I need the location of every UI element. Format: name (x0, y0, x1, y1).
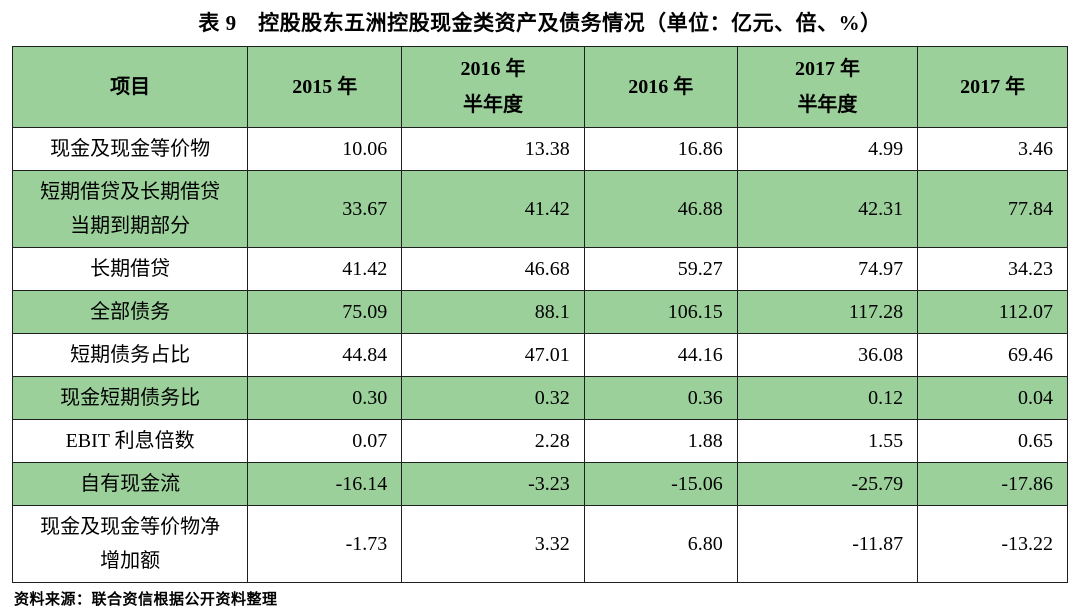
value-cell: 0.04 (917, 376, 1068, 420)
row-label: 长期借贷 (11, 247, 249, 291)
table-row: 自有现金流 -16.14 -3.23 -15.06 -25.79 -17.86 (11, 462, 1068, 506)
value-cell: 112.07 (917, 290, 1068, 334)
value-cell: 0.65 (917, 419, 1068, 463)
value-cell: 0.12 (736, 376, 919, 420)
value-cell: 0.30 (247, 376, 403, 420)
value-cell: 0.36 (583, 376, 738, 420)
header-cell-2017: 2017 年 (917, 46, 1068, 128)
value-cell: 34.23 (917, 247, 1068, 291)
value-cell: 75.09 (247, 290, 403, 334)
financial-table: 项目 2015 年 2016 年 半年度 2016 年 2017 年 半年度 2… (11, 46, 1068, 583)
row-label: 现金及现金等价物 (11, 127, 249, 171)
header-cell-2015: 2015 年 (247, 46, 403, 128)
value-cell: 4.99 (736, 127, 919, 171)
value-cell: -15.06 (583, 462, 738, 506)
value-cell: 41.42 (247, 247, 403, 291)
value-cell: 36.08 (736, 333, 919, 377)
value-cell: 47.01 (401, 333, 585, 377)
value-cell: -17.86 (917, 462, 1068, 506)
value-cell: 1.55 (736, 419, 919, 463)
value-cell: -11.87 (736, 505, 919, 583)
value-cell: -1.73 (247, 505, 403, 583)
table-row: 现金短期债务比 0.30 0.32 0.36 0.12 0.04 (11, 376, 1068, 420)
table-row: 短期债务占比 44.84 47.01 44.16 36.08 69.46 (11, 333, 1068, 377)
value-cell: 3.32 (401, 505, 585, 583)
value-cell: 69.46 (917, 333, 1068, 377)
value-cell: 2.28 (401, 419, 585, 463)
value-cell: 106.15 (583, 290, 738, 334)
row-label: 短期借贷及长期借贷 当期到期部分 (11, 170, 249, 248)
row-label: 现金及现金等价物净 增加额 (11, 505, 249, 583)
value-cell: 3.46 (917, 127, 1068, 171)
table-row: 短期借贷及长期借贷 当期到期部分 33.67 41.42 46.88 42.31 77.8… (11, 170, 1068, 248)
value-cell: 13.38 (401, 127, 585, 171)
header-cell-2016: 2016 年 (583, 46, 738, 128)
value-cell: 44.84 (247, 333, 403, 377)
value-cell: 16.86 (583, 127, 738, 171)
value-cell: 59.27 (583, 247, 738, 291)
value-cell: 10.06 (247, 127, 403, 171)
value-cell: 46.68 (401, 247, 585, 291)
value-cell: -13.22 (917, 505, 1068, 583)
row-label: EBIT 利息倍数 (11, 419, 249, 463)
table-title: 表 9 控股股东五洲控股现金类资产及债务情况（单位：亿元、倍、%） (198, 11, 882, 35)
source-note: 资料来源：联合资信根据公开资料整理 (14, 592, 278, 608)
row-label: 现金短期债务比 (11, 376, 249, 420)
table-row: 现金及现金等价物 10.06 13.38 16.86 4.99 3.46 (11, 127, 1068, 171)
value-cell: 44.16 (583, 333, 738, 377)
value-cell: 6.80 (583, 505, 738, 583)
table-row: 全部债务 75.09 88.1 106.15 117.28 112.07 (11, 290, 1068, 334)
value-cell: 33.67 (247, 170, 403, 248)
value-cell: 46.88 (583, 170, 738, 248)
header-row: 项目 2015 年 2016 年 半年度 2016 年 2017 年 半年度 2… (11, 46, 1068, 128)
row-label: 全部债务 (11, 290, 249, 334)
table-row: EBIT 利息倍数 0.07 2.28 1.88 1.55 0.65 (11, 419, 1068, 463)
row-label: 自有现金流 (11, 462, 249, 506)
table-body: 现金及现金等价物 10.06 13.38 16.86 4.99 3.46 短期借贷及长期借贷… (11, 127, 1068, 583)
table-row: 长期借贷 41.42 46.68 59.27 74.97 34.23 (11, 247, 1068, 291)
value-cell: 0.07 (247, 419, 403, 463)
value-cell: 1.88 (583, 419, 738, 463)
header-cell-2016-half: 2016 年 半年度 (401, 46, 585, 128)
row-label: 短期债务占比 (11, 333, 249, 377)
value-cell: 117.28 (736, 290, 919, 334)
value-cell: -16.14 (247, 462, 403, 506)
value-cell: 77.84 (917, 170, 1068, 248)
table-row: 现金及现金等价物净 增加额 -1.73 3.32 6.80 -11.87 -13.22 (11, 505, 1068, 583)
header-cell-2017-half: 2017 年 半年度 (736, 46, 919, 128)
value-cell: 88.1 (401, 290, 585, 334)
value-cell: -3.23 (401, 462, 585, 506)
value-cell: 42.31 (736, 170, 919, 248)
value-cell: 0.32 (401, 376, 585, 420)
table-header: 项目 2015 年 2016 年 半年度 2016 年 2017 年 半年度 2… (11, 46, 1068, 128)
value-cell: 41.42 (401, 170, 585, 248)
value-cell: -25.79 (736, 462, 919, 506)
header-cell-item: 项目 (11, 46, 249, 128)
value-cell: 74.97 (736, 247, 919, 291)
